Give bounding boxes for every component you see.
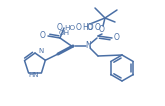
Text: O: O bbox=[76, 24, 82, 33]
Text: O: O bbox=[87, 22, 93, 31]
Text: O: O bbox=[99, 26, 105, 34]
Text: HO: HO bbox=[82, 24, 94, 33]
Text: HN: HN bbox=[28, 72, 38, 78]
Text: HO: HO bbox=[65, 25, 76, 31]
Text: HO: HO bbox=[82, 24, 94, 33]
Text: O: O bbox=[95, 24, 101, 33]
Text: O: O bbox=[114, 33, 120, 43]
Text: N: N bbox=[38, 48, 43, 54]
Text: O: O bbox=[76, 24, 82, 33]
Text: OH: OH bbox=[58, 30, 70, 36]
Text: N: N bbox=[85, 42, 91, 50]
Text: O: O bbox=[40, 31, 46, 40]
Text: O: O bbox=[95, 24, 101, 33]
Text: O: O bbox=[57, 24, 63, 33]
